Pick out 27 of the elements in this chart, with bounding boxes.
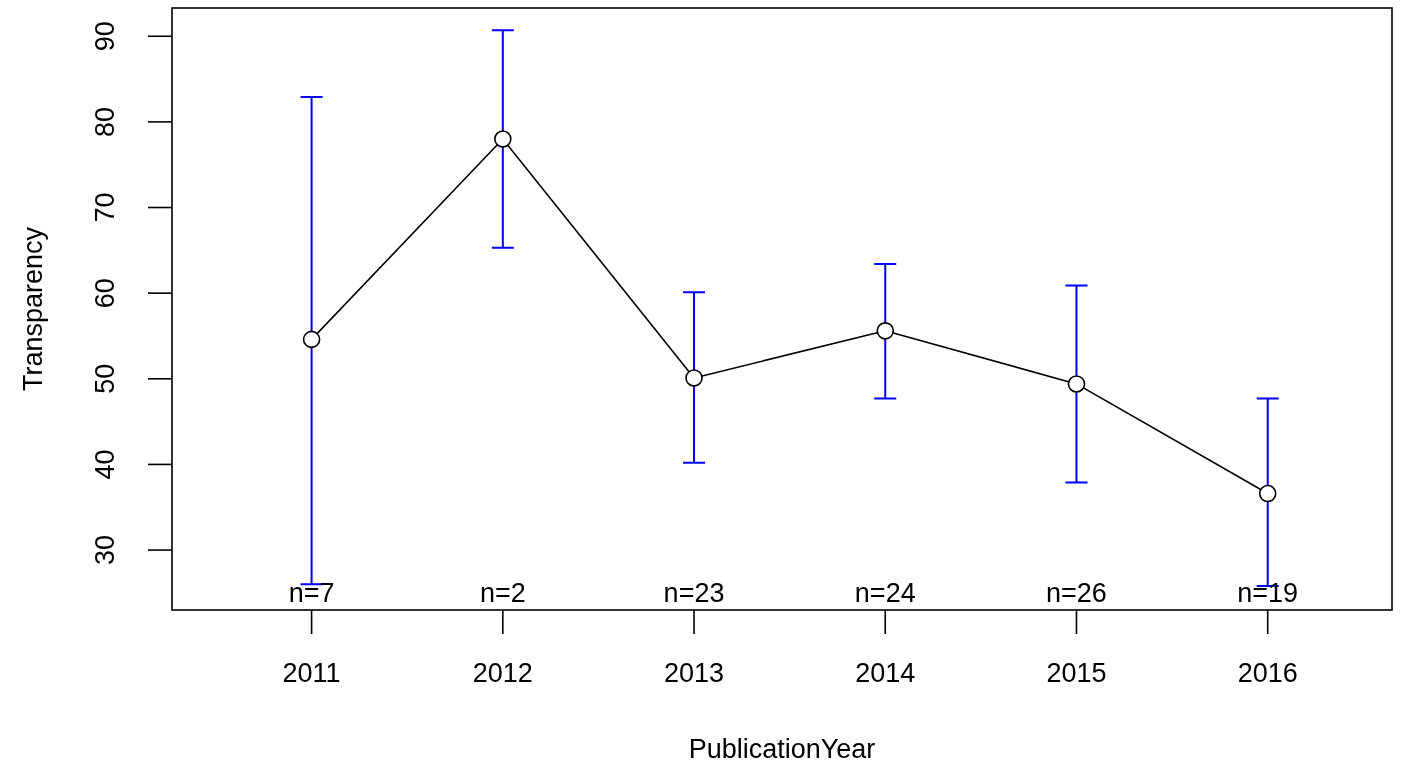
y-tick-label: 90 [90, 21, 120, 52]
y-tick-label: 40 [90, 449, 120, 480]
annotation: n=26 [1046, 578, 1107, 608]
y-tick-label: 30 [90, 535, 120, 566]
x-tick-label: 2012 [472, 658, 533, 688]
annotation: n=2 [479, 578, 526, 608]
x-tick-label: 2016 [1237, 658, 1298, 688]
x-tick-label: 2013 [664, 658, 725, 688]
x-tick-label: 2014 [855, 658, 916, 688]
y-tick-label: 60 [90, 278, 120, 309]
y-axis-title: Transparency [18, 226, 48, 392]
y-tick-label: 50 [90, 363, 120, 394]
point [1067, 375, 1086, 393]
point [685, 369, 703, 387]
annotation: n=23 [663, 578, 725, 608]
point [494, 130, 512, 148]
annotation: n=19 [1237, 578, 1299, 608]
x-axis-title: PublicationYear [688, 734, 876, 764]
y-tick-label: 70 [90, 192, 120, 223]
point [302, 330, 321, 349]
point [876, 322, 895, 340]
x-tick-label: 2015 [1046, 658, 1107, 688]
point [1258, 484, 1277, 503]
x-tick-label: 2011 [282, 658, 341, 688]
y-tick-label: 80 [90, 106, 120, 137]
annotation: n=24 [854, 578, 916, 608]
annotation: n=7 [288, 578, 335, 608]
